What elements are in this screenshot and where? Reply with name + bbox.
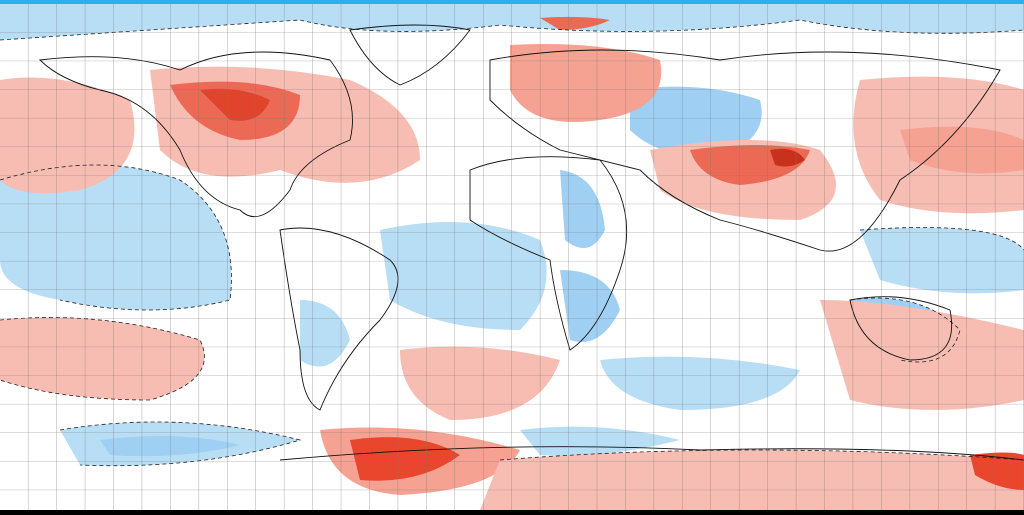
top-edge: [0, 0, 1024, 4]
graticule: [0, 4, 1024, 510]
bottom-edge: [0, 510, 1024, 515]
